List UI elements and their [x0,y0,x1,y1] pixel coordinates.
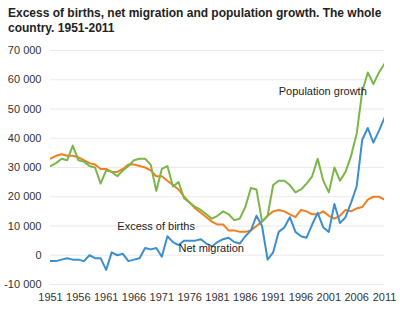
svg-text:1971: 1971 [150,291,174,303]
svg-text:30 000: 30 000 [8,161,42,173]
svg-text:2006: 2006 [344,291,368,303]
svg-text:60 000: 60 000 [8,73,42,85]
svg-text:0: 0 [35,249,41,261]
html-text:Excess of births, net migratio: Excess of births, net migration and popu… [8,6,382,35]
svg-text:1986: 1986 [233,291,257,303]
svg-text:Net migration: Net migration [179,242,244,254]
svg-text:2011: 2011 [373,291,397,303]
svg-text:2001: 2001 [317,291,341,303]
svg-text:1966: 1966 [122,291,146,303]
svg-text:1951: 1951 [38,291,62,303]
svg-text:70 000: 70 000 [8,44,42,56]
svg-text:1961: 1961 [94,291,118,303]
svg-text:Excess of births: Excess of births [117,220,195,232]
svg-text:1956: 1956 [66,291,90,303]
svg-text:50 000: 50 000 [8,103,42,115]
svg-text:10 000: 10 000 [8,220,42,232]
svg-text:1996: 1996 [289,291,313,303]
svg-text:-10 000: -10 000 [4,278,41,290]
svg-text:1991: 1991 [261,291,285,303]
svg-text:20 000: 20 000 [8,190,42,202]
svg-text:Population growth: Population growth [279,85,367,97]
svg-text:40 000: 40 000 [8,132,42,144]
svg-text:1976: 1976 [177,291,201,303]
svg-text:1981: 1981 [205,291,229,303]
